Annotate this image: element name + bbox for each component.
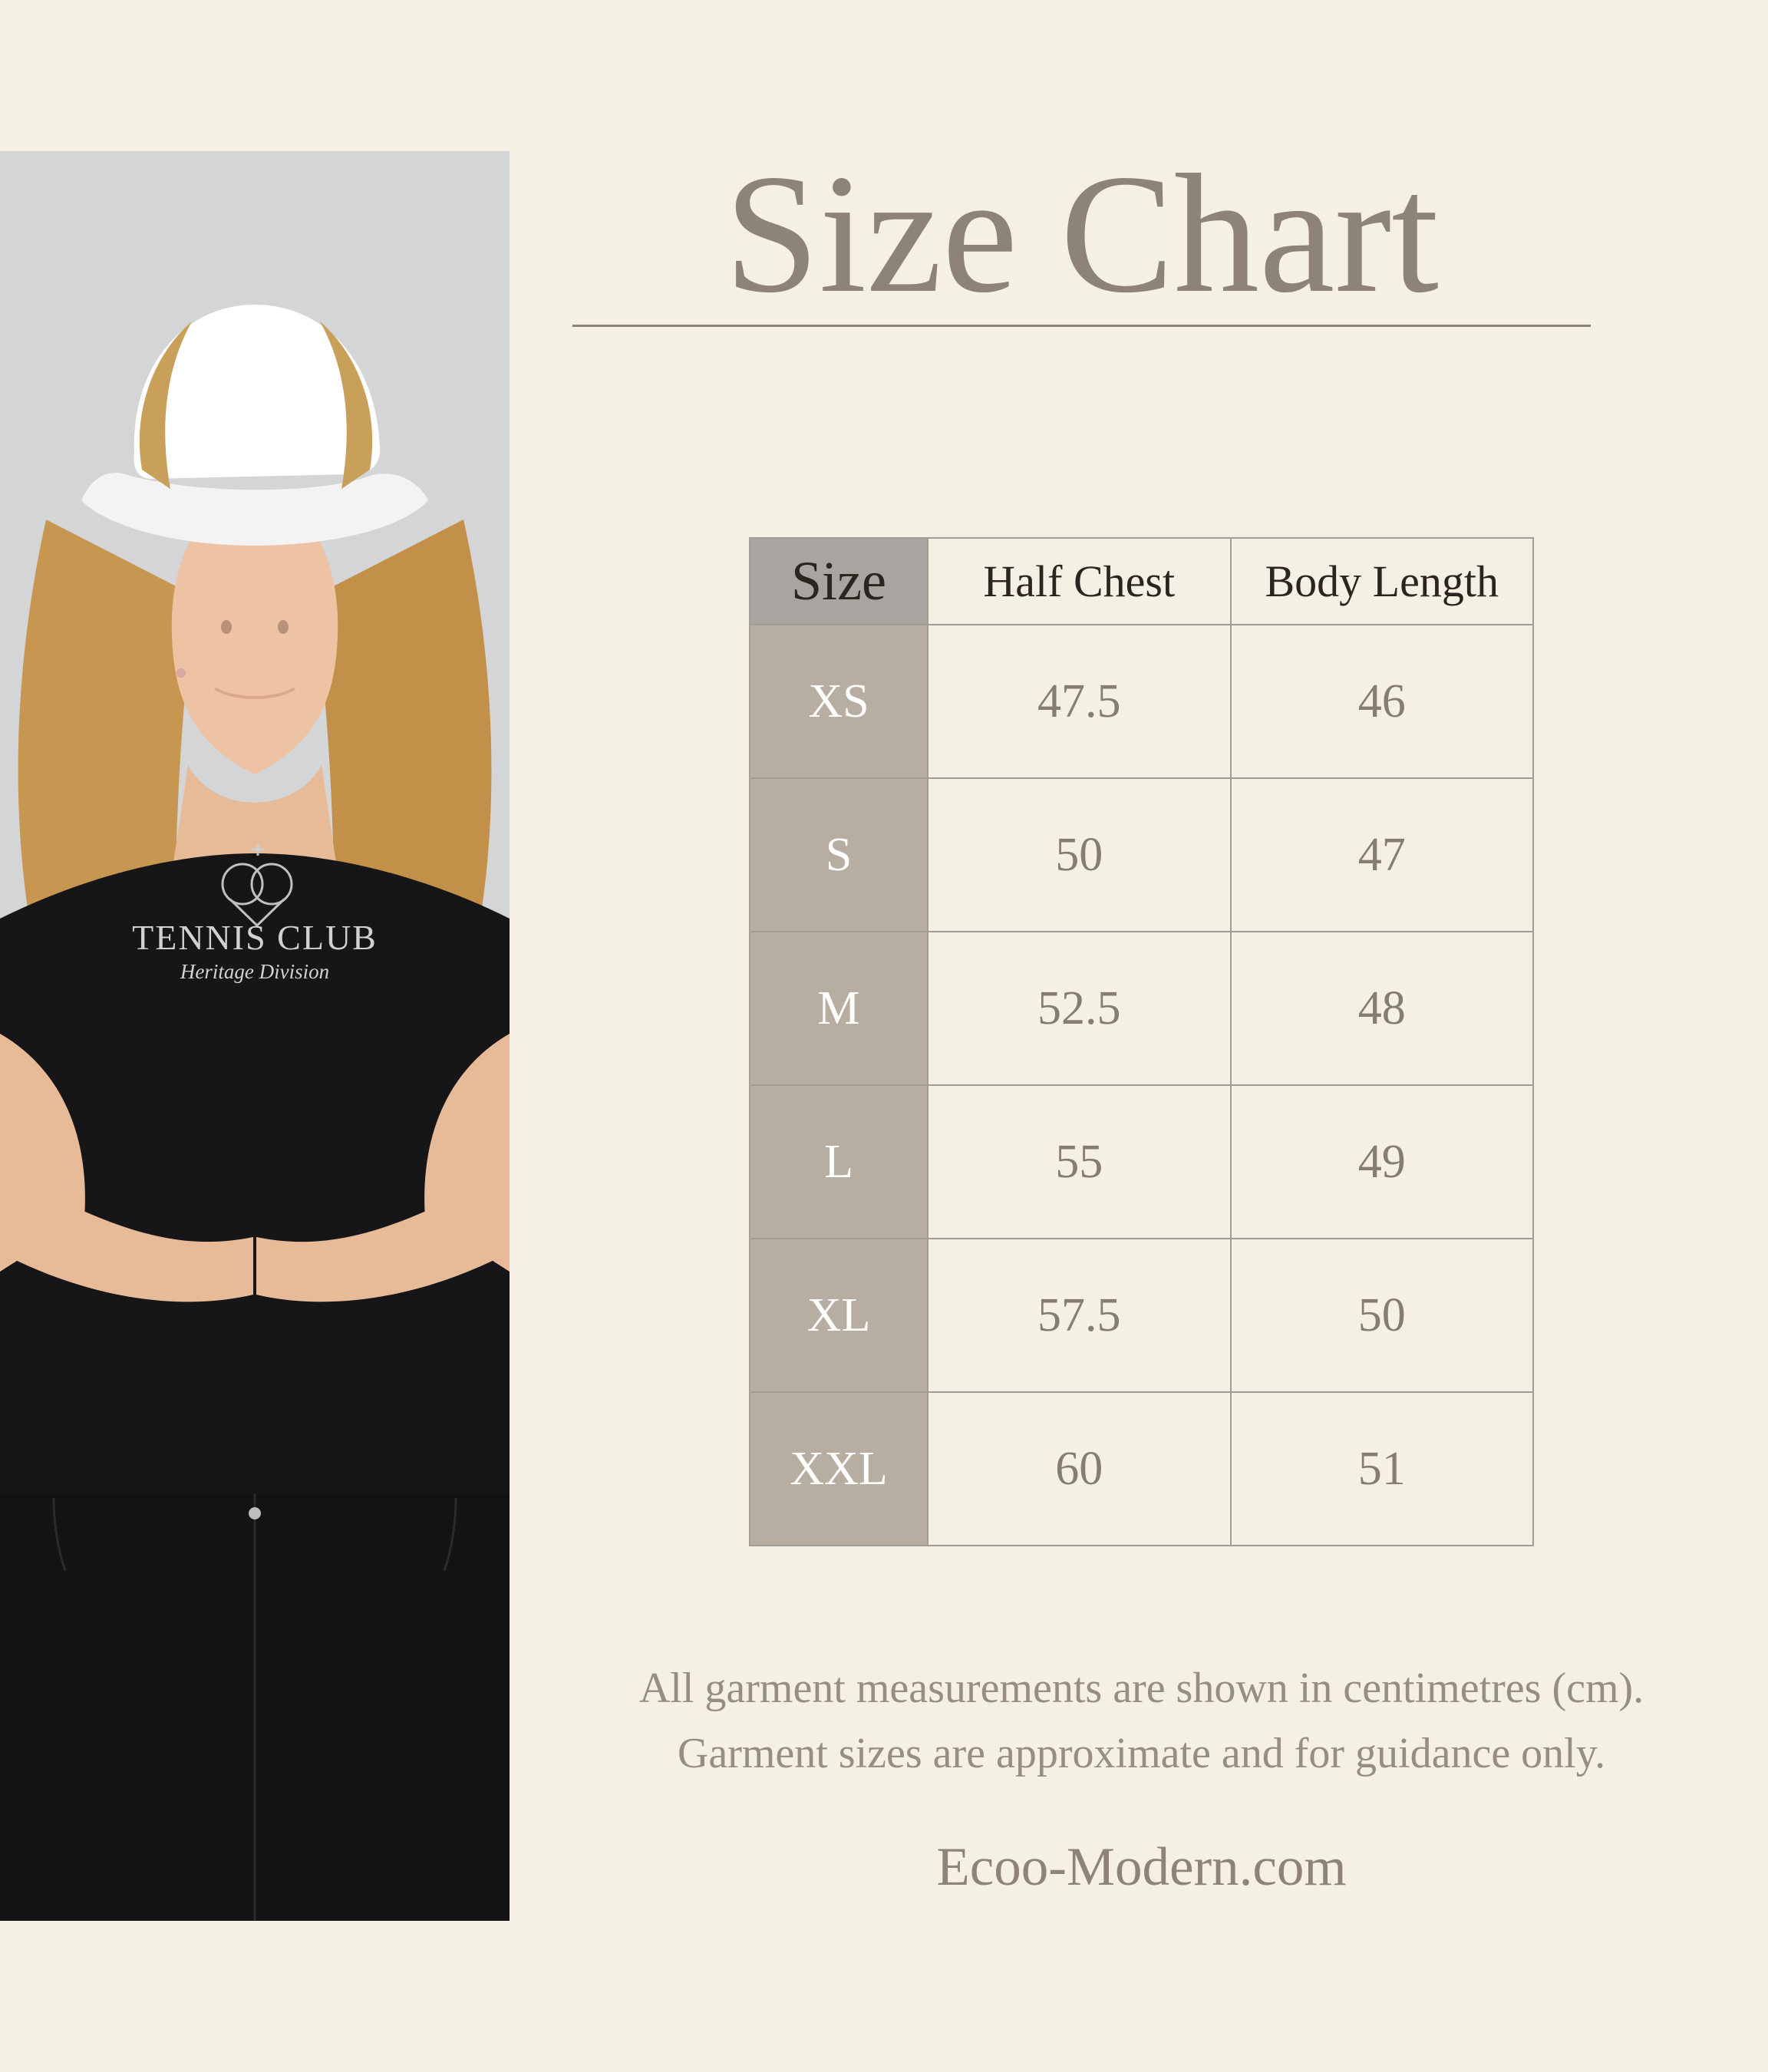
svg-text:TENNIS CLUB: TENNIS CLUB — [132, 918, 378, 957]
svg-text:Heritage Division: Heritage Division — [180, 960, 329, 983]
